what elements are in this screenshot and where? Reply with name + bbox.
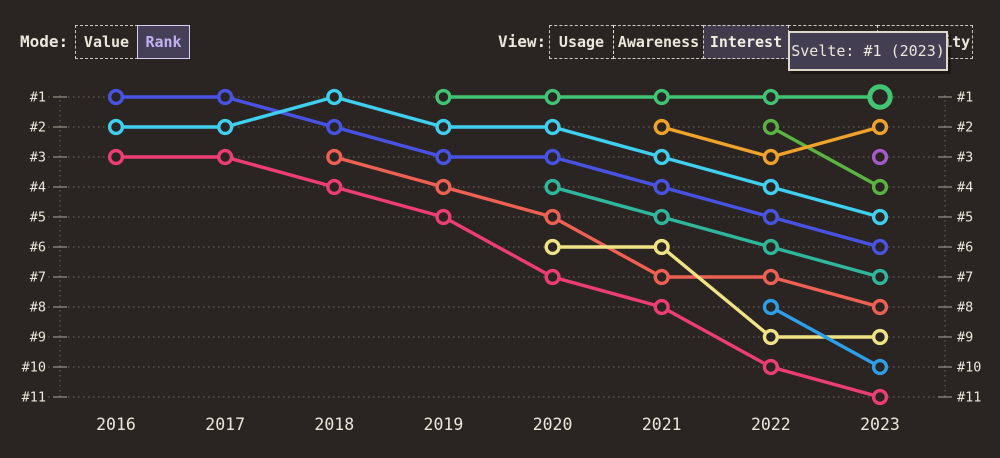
series-line-pink bbox=[116, 155, 881, 399]
data-point-teal-2022[interactable] bbox=[762, 238, 779, 256]
data-point-red-2022[interactable] bbox=[762, 268, 779, 286]
data-point-red-2023[interactable] bbox=[871, 298, 889, 316]
data-point-cyan-2019[interactable] bbox=[435, 118, 452, 136]
data-point-red-2018[interactable] bbox=[326, 148, 343, 166]
data-point-blue-2021[interactable] bbox=[653, 178, 670, 196]
rank-label-right: #4 bbox=[957, 180, 973, 196]
data-point-pink-2018[interactable] bbox=[326, 178, 343, 196]
tooltip-text: Svelte: #1 (2023) bbox=[791, 42, 945, 60]
data-point-azure-2022[interactable] bbox=[762, 298, 779, 316]
series-line-cyan bbox=[116, 95, 881, 219]
data-point-pink-2021[interactable] bbox=[653, 298, 670, 316]
data-point-blue-2020[interactable] bbox=[544, 148, 561, 166]
rank-label-right: #2 bbox=[957, 120, 973, 136]
data-point-svelte-2019[interactable] bbox=[435, 88, 452, 106]
data-point-pink-2016[interactable] bbox=[107, 148, 125, 166]
rank-label-right: #9 bbox=[957, 330, 973, 346]
year-label: 2021 bbox=[642, 415, 682, 434]
data-point-blue-2023[interactable] bbox=[871, 238, 889, 256]
rank-label-left: #6 bbox=[30, 240, 46, 256]
data-point-teal-2020[interactable] bbox=[544, 178, 561, 196]
data-point-orange-2021[interactable] bbox=[653, 118, 670, 136]
year-label: 2022 bbox=[751, 415, 791, 434]
series-line-teal bbox=[552, 185, 881, 279]
data-point-red-2020[interactable] bbox=[544, 208, 561, 226]
rank-label-left: #9 bbox=[30, 330, 46, 346]
year-label: 2018 bbox=[314, 415, 354, 434]
rank-label-right: #6 bbox=[957, 240, 973, 256]
data-point-teal-2021[interactable] bbox=[653, 208, 670, 226]
data-point-cyan-2017[interactable] bbox=[217, 118, 234, 136]
data-point-yellow-2023[interactable] bbox=[871, 328, 889, 346]
data-point-blue-2017[interactable] bbox=[217, 88, 234, 106]
data-point-cyan-2022[interactable] bbox=[762, 178, 779, 196]
data-point-cyan-2016[interactable] bbox=[107, 118, 125, 136]
data-point-pink-2019[interactable] bbox=[435, 208, 452, 226]
data-point-violet-2023[interactable] bbox=[871, 148, 889, 166]
data-point-cyan-2020[interactable] bbox=[544, 118, 561, 136]
data-point-cyan-2023[interactable] bbox=[871, 208, 889, 226]
series-line-blue bbox=[116, 95, 881, 249]
rank-label-right: #7 bbox=[957, 270, 973, 286]
data-point-pink-2020[interactable] bbox=[544, 268, 561, 286]
data-point-blue-2019[interactable] bbox=[435, 148, 452, 166]
data-point-svelte-2020[interactable] bbox=[544, 88, 561, 106]
rank-label-right: #11 bbox=[957, 390, 981, 406]
rank-label-left: #2 bbox=[30, 120, 46, 136]
data-point-pink-2017[interactable] bbox=[217, 148, 234, 166]
rank-label-right: #10 bbox=[957, 360, 981, 376]
data-point-blue-2018[interactable] bbox=[326, 118, 343, 136]
data-point-svelte-2022[interactable] bbox=[762, 88, 779, 106]
view-option-awareness[interactable]: Awareness bbox=[613, 25, 704, 59]
data-point-azure-2023[interactable] bbox=[871, 358, 889, 376]
rank-label-right: #5 bbox=[957, 210, 973, 226]
view-option-interest[interactable]: Interest bbox=[703, 25, 789, 59]
rank-label-right: #3 bbox=[957, 150, 973, 166]
data-point-lime-2023[interactable] bbox=[871, 178, 889, 196]
view-label: View: bbox=[498, 32, 547, 51]
year-label: 2020 bbox=[533, 415, 573, 434]
data-point-blue-2022[interactable] bbox=[762, 208, 779, 226]
rank-label-left: #1 bbox=[30, 90, 46, 106]
data-point-yellow-2022[interactable] bbox=[762, 328, 779, 346]
series-line-lime bbox=[770, 125, 881, 189]
year-label: 2023 bbox=[860, 415, 900, 434]
rank-label-left: #5 bbox=[30, 210, 46, 226]
data-point-red-2021[interactable] bbox=[653, 268, 670, 286]
series-line-red bbox=[333, 155, 881, 309]
data-point-pink-2022[interactable] bbox=[762, 358, 779, 376]
rank-label-right: #8 bbox=[957, 300, 973, 316]
year-label: 2017 bbox=[205, 415, 245, 434]
rank-label-left: #8 bbox=[30, 300, 46, 316]
mode-option-value[interactable]: Value bbox=[75, 25, 138, 59]
rank-bump-chart: #1 #1 #2 #2 #3 #3 #4 #4 #5 #5 #6 #6 #7 #7 #8 #8 #9 #9 #10 #… bbox=[22, 84, 981, 434]
data-point-orange-2022[interactable] bbox=[762, 148, 779, 166]
mode-option-rank[interactable]: Rank bbox=[137, 25, 190, 59]
data-point-blue-2016[interactable] bbox=[107, 88, 125, 106]
tooltip: Svelte: #1 (2023) bbox=[788, 31, 948, 71]
data-point-svelte-2021[interactable] bbox=[653, 88, 670, 106]
data-point-lime-2022[interactable] bbox=[762, 118, 779, 136]
rank-label-left: #4 bbox=[30, 180, 46, 196]
data-point-cyan-2018[interactable] bbox=[326, 88, 343, 106]
data-point-teal-2023[interactable] bbox=[871, 268, 889, 286]
year-label: 2016 bbox=[96, 415, 136, 434]
data-point-cyan-2021[interactable] bbox=[653, 148, 670, 166]
rank-label-left: #11 bbox=[22, 390, 46, 406]
mode-label: Mode: bbox=[20, 32, 69, 51]
series-line-azure bbox=[770, 305, 881, 369]
data-point-orange-2023[interactable] bbox=[871, 118, 889, 136]
data-point-svelte-2023[interactable] bbox=[867, 84, 893, 110]
data-point-red-2019[interactable] bbox=[435, 178, 452, 196]
rank-label-left: #7 bbox=[30, 270, 46, 286]
rank-label-left: #3 bbox=[30, 150, 46, 166]
year-label: 2019 bbox=[424, 415, 464, 434]
data-point-yellow-2020[interactable] bbox=[544, 238, 561, 256]
view-option-usage[interactable]: Usage bbox=[549, 25, 614, 59]
data-point-pink-2023[interactable] bbox=[871, 388, 889, 406]
rank-label-left: #10 bbox=[22, 360, 46, 376]
data-point-yellow-2021[interactable] bbox=[653, 238, 670, 256]
rank-label-right: #1 bbox=[957, 90, 973, 106]
